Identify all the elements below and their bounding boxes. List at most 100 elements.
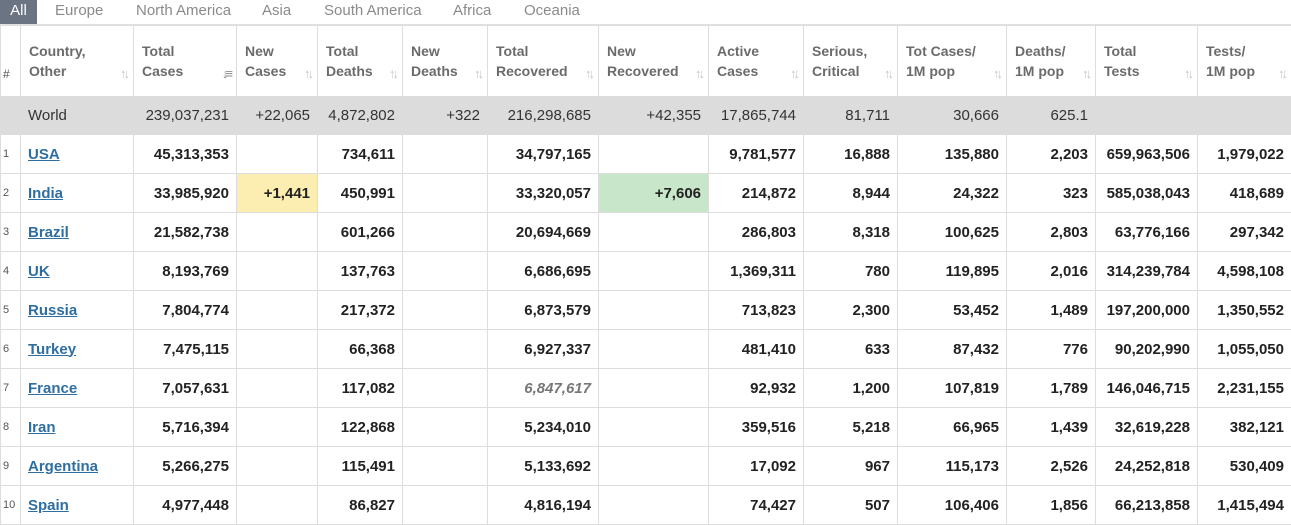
tot-cases-per-1m-cell: 115,173 <box>898 447 1007 486</box>
tab-asia[interactable]: Asia <box>262 0 291 24</box>
new-cases-cell <box>237 291 318 330</box>
active-cases-cell: 286,803 <box>709 213 804 252</box>
total-recovered-cell: 5,133,692 <box>488 447 599 486</box>
serious-critical-cell: 2,300 <box>804 291 898 330</box>
total-deaths-cell: 137,763 <box>318 252 403 291</box>
country-cell: UK <box>21 252 134 291</box>
sort-arrows-icon[interactable]: ↑↓ <box>1082 64 1089 84</box>
tests-per-1m-cell: 1,055,050 <box>1198 330 1291 369</box>
tab-north-america[interactable]: North America <box>136 0 231 24</box>
new-recovered-cell <box>599 291 709 330</box>
total-deaths-cell: 122,868 <box>318 408 403 447</box>
tot-cases-per-1m-cell: 119,895 <box>898 252 1007 291</box>
sort-arrows-icon[interactable]: ↑↓ <box>1184 64 1191 84</box>
sort-arrows-icon[interactable]: ↑↓ <box>790 64 797 84</box>
total-tests-cell: 63,776,166 <box>1096 213 1198 252</box>
tab-africa[interactable]: Africa <box>453 0 491 24</box>
country-link[interactable]: USA <box>28 146 60 163</box>
sort-arrows-icon[interactable]: ↑↓ <box>695 64 702 84</box>
tot-cases-per-1m-cell: 30,666 <box>898 97 1007 135</box>
sort-arrows-icon[interactable]: ↑↓ <box>884 64 891 84</box>
tab-all[interactable]: All <box>0 0 37 24</box>
tab-europe[interactable]: Europe <box>55 0 103 24</box>
sort-arrows-icon[interactable]: ↑↓ <box>585 64 592 84</box>
country-link[interactable]: Russia <box>28 302 77 319</box>
total-cases-cell: 239,037,231 <box>134 97 237 135</box>
country-cell: Spain <box>21 486 134 525</box>
new-deaths-cell <box>403 330 488 369</box>
new-cases-cell <box>237 486 318 525</box>
new-deaths-cell <box>403 174 488 213</box>
active-cases-cell: 74,427 <box>709 486 804 525</box>
country-link[interactable]: Iran <box>28 419 56 436</box>
new-deaths-cell <box>403 447 488 486</box>
sort-arrows-icon[interactable]: ↑↓ <box>120 64 127 84</box>
country-cell: USA <box>21 135 134 174</box>
deaths-per-1m-cell: 323 <box>1007 174 1096 213</box>
tests-per-1m-cell: 297,342 <box>1198 213 1291 252</box>
sort-arrows-icon[interactable]: ↑↓ <box>1278 64 1285 84</box>
country-link[interactable]: Spain <box>28 497 69 514</box>
total-cases-cell: 4,977,448 <box>134 486 237 525</box>
serious-critical-cell: 8,318 <box>804 213 898 252</box>
country-link[interactable]: Turkey <box>28 341 76 358</box>
total-cases-cell: 5,716,394 <box>134 408 237 447</box>
new-recovered-cell <box>599 447 709 486</box>
total-deaths-cell: 450,991 <box>318 174 403 213</box>
sort-desc-icon[interactable]: ↓≡ <box>222 64 230 84</box>
header-country[interactable]: Country,Other↑↓ <box>21 26 134 97</box>
header-tests-per-1m[interactable]: Tests/1M pop↑↓ <box>1198 26 1291 97</box>
total-recovered-cell: 4,816,194 <box>488 486 599 525</box>
new-recovered-cell <box>599 135 709 174</box>
deaths-per-1m-cell: 2,803 <box>1007 213 1096 252</box>
header-deaths-per-1m[interactable]: Deaths/1M pop↑↓ <box>1007 26 1096 97</box>
active-cases-cell: 17,865,744 <box>709 97 804 135</box>
header-rank: # <box>1 26 21 97</box>
deaths-per-1m-cell: 625.1 <box>1007 97 1096 135</box>
total-recovered-cell: 34,797,165 <box>488 135 599 174</box>
tot-cases-per-1m-cell: 66,965 <box>898 408 1007 447</box>
rank-cell: 5 <box>1 291 21 330</box>
rank-cell: 3 <box>1 213 21 252</box>
tests-per-1m-cell: 4,598,108 <box>1198 252 1291 291</box>
new-deaths-cell <box>403 291 488 330</box>
deaths-per-1m-cell: 2,526 <box>1007 447 1096 486</box>
sort-arrows-icon[interactable]: ↑↓ <box>474 64 481 84</box>
total-cases-cell: 5,266,275 <box>134 447 237 486</box>
tot-cases-per-1m-cell: 24,322 <box>898 174 1007 213</box>
tab-south-america[interactable]: South America <box>324 0 422 24</box>
total-recovered-cell: 6,927,337 <box>488 330 599 369</box>
tab-oceania[interactable]: Oceania <box>524 0 580 24</box>
rank-cell: 1 <box>1 135 21 174</box>
header-serious-critical[interactable]: Serious,Critical↑↓ <box>804 26 898 97</box>
total-recovered-cell: 6,686,695 <box>488 252 599 291</box>
country-link[interactable]: UK <box>28 263 50 280</box>
serious-critical-cell: 967 <box>804 447 898 486</box>
total-deaths-cell: 86,827 <box>318 486 403 525</box>
total-recovered-cell: 216,298,685 <box>488 97 599 135</box>
country-link[interactable]: Brazil <box>28 224 69 241</box>
country-cell: India <box>21 174 134 213</box>
country-link[interactable]: India <box>28 185 63 202</box>
header-tot-cases-per-1m[interactable]: Tot Cases/1M pop↑↓ <box>898 26 1007 97</box>
country-link[interactable]: Argentina <box>28 458 98 475</box>
serious-critical-cell: 81,711 <box>804 97 898 135</box>
sort-arrows-icon[interactable]: ↑↓ <box>993 64 1000 84</box>
sort-arrows-icon[interactable]: ↑↓ <box>304 64 311 84</box>
new-recovered-cell <box>599 252 709 291</box>
new-recovered-cell <box>599 408 709 447</box>
sort-arrows-icon[interactable]: ↑↓ <box>389 64 396 84</box>
country-link[interactable]: France <box>28 380 77 397</box>
